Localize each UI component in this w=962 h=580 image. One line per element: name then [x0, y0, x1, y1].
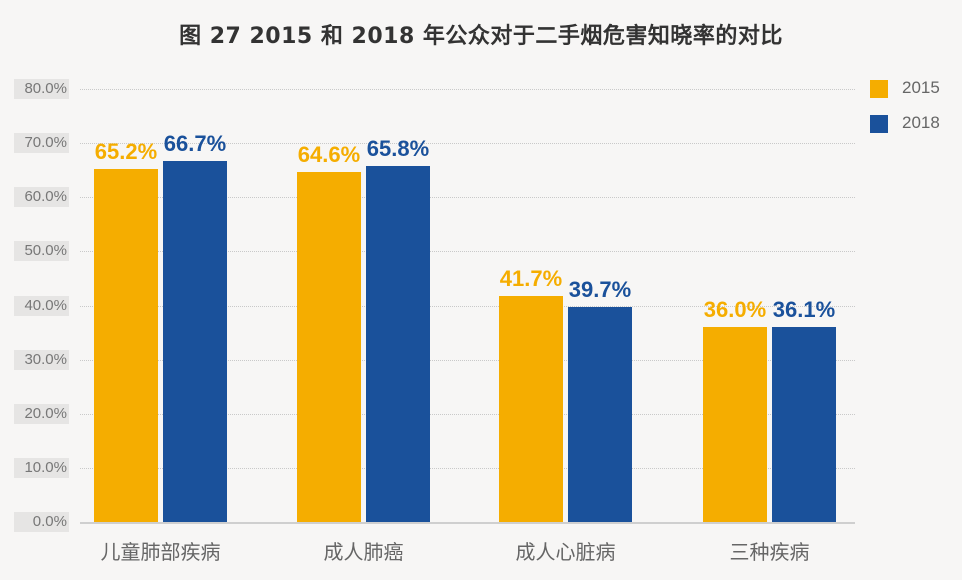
bar-2015-2: [499, 296, 563, 522]
x-category-label: 成人心脏病: [515, 540, 616, 564]
gridline: [80, 413, 855, 415]
legend-label-2018: 2018: [902, 113, 940, 132]
value-label-2018-3: 36.1%: [772, 296, 836, 322]
y-tick-label: 0.0%: [14, 512, 69, 532]
y-tick-label: 70.0%: [14, 133, 69, 154]
chart-title: 图 27 2015 和 2018 年公众对于二手烟危害知晓率的对比: [179, 24, 783, 49]
bar-2018-3: [772, 326, 836, 522]
y-tick-label: 40.0%: [14, 295, 69, 316]
value-label-2018-0: 66.7%: [163, 130, 227, 156]
bar-2018-2: [568, 307, 632, 522]
value-label-2015-1: 64.6%: [297, 142, 361, 168]
gridline: [80, 143, 855, 145]
gridline: [80, 467, 855, 469]
bar-2015-0: [94, 169, 158, 522]
y-tick-label: 30.0%: [14, 349, 69, 370]
y-tick-label: 10.0%: [14, 457, 69, 478]
value-label-2015-0: 65.2%: [94, 139, 158, 165]
x-axis-line: [80, 522, 855, 524]
gridline: [80, 197, 855, 199]
gridline: [80, 305, 855, 307]
gridline: [80, 359, 855, 361]
value-label-2015-3: 36.0%: [703, 297, 767, 323]
value-label-2018-1: 65.8%: [366, 135, 430, 161]
bar-2015-3: [703, 327, 767, 522]
gridline: [80, 89, 855, 90]
legend-swatch-2018: [870, 115, 888, 133]
y-tick-label: 50.0%: [14, 241, 69, 262]
legend-swatch-2015: [870, 80, 888, 98]
y-tick-label: 80.0%: [14, 79, 69, 99]
x-category-label: 成人肺癌: [323, 540, 404, 564]
bar-2018-0: [163, 160, 227, 522]
x-category-label: 三种疾病: [729, 540, 810, 564]
legend-label-2015: 2015: [902, 78, 940, 97]
bar-2015-1: [297, 172, 361, 522]
bar-2018-1: [366, 165, 430, 522]
y-tick-label: 20.0%: [14, 403, 69, 424]
gridline: [80, 251, 855, 253]
x-category-label: 儿童肺部疾病: [100, 540, 221, 564]
value-label-2015-2: 41.7%: [499, 266, 563, 292]
y-tick-label: 60.0%: [14, 187, 69, 208]
value-label-2018-2: 39.7%: [568, 277, 632, 303]
